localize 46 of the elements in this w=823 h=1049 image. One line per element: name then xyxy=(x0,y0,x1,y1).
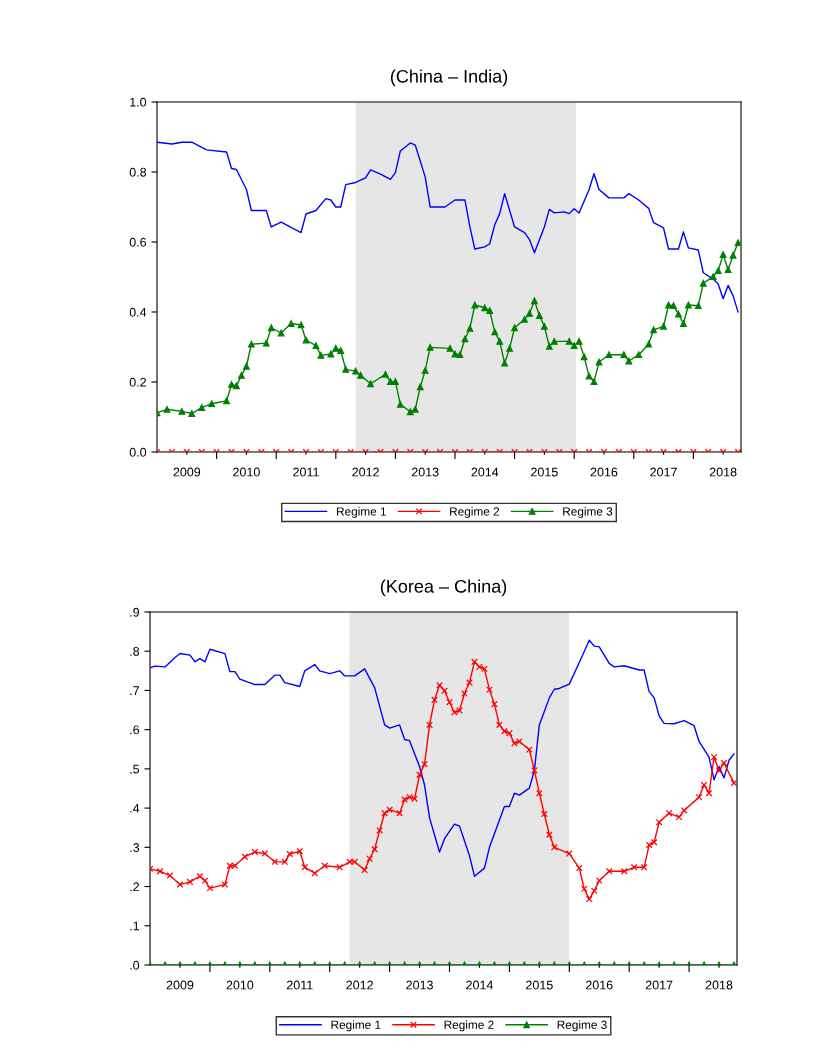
y-tick-label: 1.0 xyxy=(130,97,147,107)
x-tick-label: 2017 xyxy=(650,467,677,477)
x-tick-label: 2016 xyxy=(585,980,613,990)
y-tick-label: .0 xyxy=(130,960,140,970)
y-tick-label: 0.0 xyxy=(129,447,147,457)
y-tick-label: .9 xyxy=(130,607,140,617)
y-tick-label: .2 xyxy=(130,882,139,892)
x-tick-label: 2012 xyxy=(346,980,373,990)
x-tick-label: 2011 xyxy=(286,980,313,990)
x-tick-label: 2013 xyxy=(411,467,439,477)
legend-label: Regime 1 xyxy=(337,506,387,518)
x-tick-label: 2010 xyxy=(233,467,260,477)
x-tick-label: 2015 xyxy=(526,980,553,990)
x-tick-label: 2014 xyxy=(466,980,493,990)
legend-label: Regime 2 xyxy=(450,506,500,518)
x-tick-label: 2011 xyxy=(293,467,319,477)
y-tick-label: .8 xyxy=(130,647,140,656)
y-tick-label: .7 xyxy=(130,686,139,695)
legend-label: Regime 3 xyxy=(563,506,613,518)
line-series xyxy=(157,141,739,313)
x-tick-label: 2009 xyxy=(173,467,201,477)
x-tick-label: 2017 xyxy=(645,980,673,990)
y-tick-label: 0.4 xyxy=(129,307,147,317)
line-series xyxy=(150,639,735,878)
y-tick-label: .1 xyxy=(130,921,140,931)
x-tick-label: 2018 xyxy=(709,467,737,477)
x-tick-label: 2013 xyxy=(406,980,433,990)
x-tick-label: 2012 xyxy=(352,467,379,477)
y-tick-label: .4 xyxy=(130,804,140,813)
y-tick-label: 0.2 xyxy=(129,377,146,387)
x-tick-label: 2010 xyxy=(226,980,254,990)
chart-title: (China – India) xyxy=(390,69,508,87)
x-tick-label: 2018 xyxy=(705,980,733,990)
legend-label: Regime 1 xyxy=(331,1020,381,1032)
y-tick-label: 0.6 xyxy=(129,237,147,247)
y-tick-label: .3 xyxy=(130,843,140,852)
chart-title: (Korea – China) xyxy=(380,579,507,597)
y-tick-label: 0.8 xyxy=(129,167,147,177)
x-tick-label: 2015 xyxy=(531,467,558,477)
x-tick-label: 2016 xyxy=(590,467,618,477)
y-tick-label: .6 xyxy=(130,725,140,735)
x-tick-label: 2009 xyxy=(166,980,194,990)
legend-label: Regime 2 xyxy=(444,1020,494,1032)
x-tick-label: 2014 xyxy=(471,467,499,477)
y-tick-label: .5 xyxy=(130,764,140,774)
legend-label: Regime 3 xyxy=(557,1020,607,1032)
